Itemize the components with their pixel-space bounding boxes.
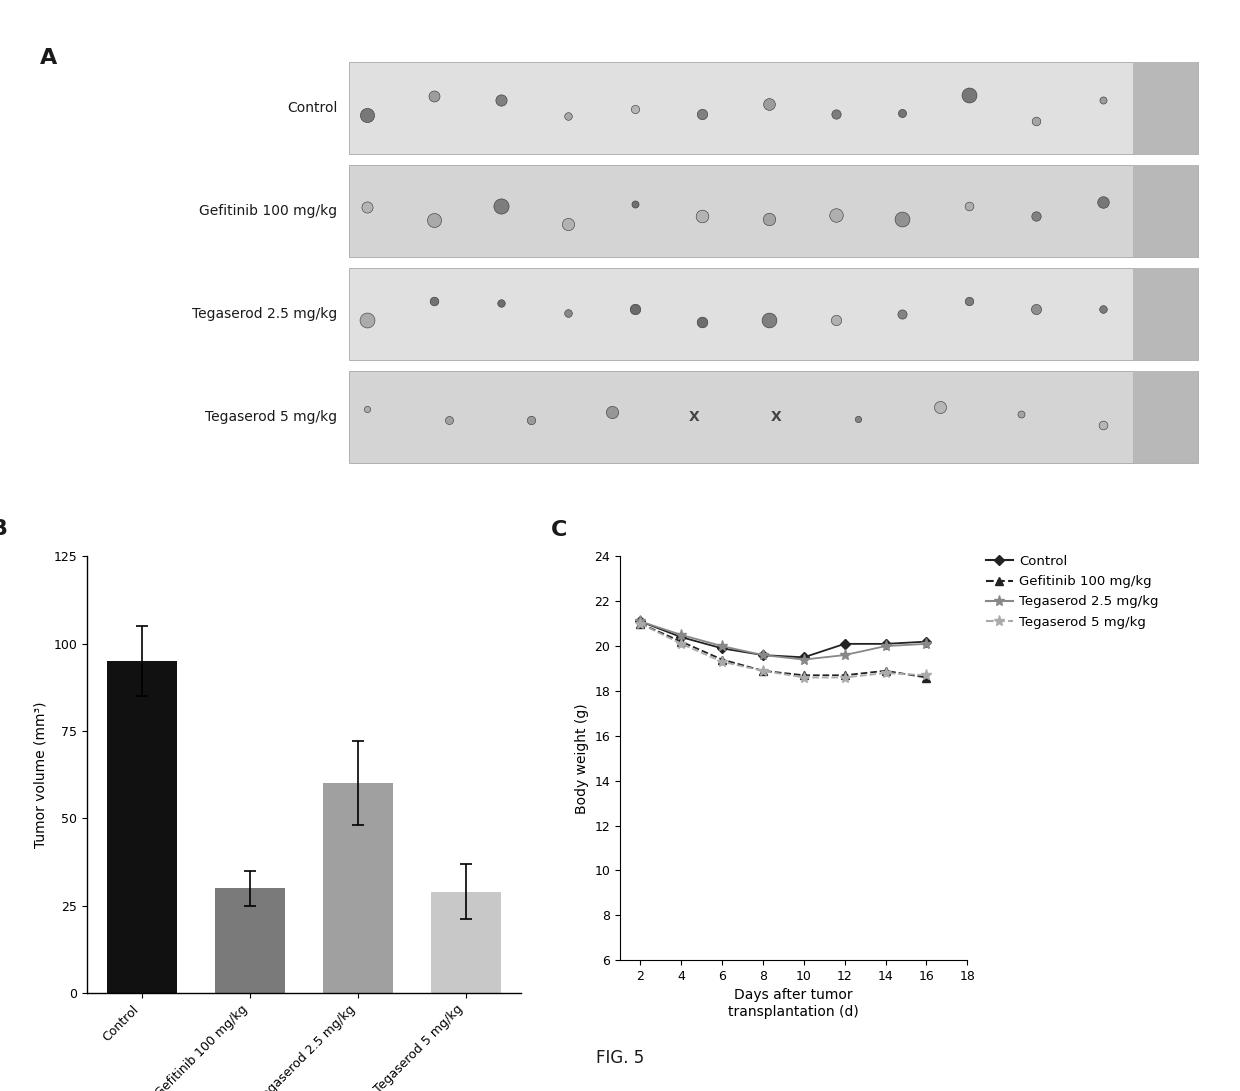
Y-axis label: Body weight (g): Body weight (g) (575, 703, 589, 814)
Gefitinib 100 mg/kg (837, 669, 852, 682)
Tegaserod 5 mg/kg (919, 669, 934, 682)
Tegaserod 5 mg/kg (755, 664, 770, 678)
Tegaserod 5 mg/kg (796, 671, 811, 684)
Gefitinib 100 mg/kg (878, 664, 893, 678)
Bar (350, 62, 1198, 154)
Text: Control: Control (288, 100, 337, 115)
Tegaserod 2.5 mg/kg (837, 648, 852, 661)
Gefitinib 100 mg/kg (632, 618, 647, 631)
Bar (1133, 268, 1198, 360)
Control (673, 631, 688, 644)
Legend: Control, Gefitinib 100 mg/kg, Tegaserod 2.5 mg/kg, Tegaserod 5 mg/kg: Control, Gefitinib 100 mg/kg, Tegaserod … (986, 555, 1158, 628)
Control (632, 615, 647, 628)
Line: Tegaserod 2.5 mg/kg: Tegaserod 2.5 mg/kg (635, 616, 932, 666)
Bar (350, 371, 1198, 463)
Bar (322, 783, 393, 993)
Tegaserod 2.5 mg/kg (878, 639, 893, 652)
Tegaserod 2.5 mg/kg (755, 648, 770, 661)
Control (796, 650, 811, 663)
Y-axis label: Tumor volume (mm³): Tumor volume (mm³) (33, 702, 47, 848)
Gefitinib 100 mg/kg (714, 654, 729, 667)
Line: Tegaserod 5 mg/kg: Tegaserod 5 mg/kg (635, 619, 932, 683)
Tegaserod 2.5 mg/kg (673, 628, 688, 642)
Control (919, 635, 934, 648)
Tegaserod 5 mg/kg (632, 618, 647, 631)
Text: B: B (0, 519, 9, 539)
Tegaserod 2.5 mg/kg (632, 615, 647, 628)
Control (714, 642, 729, 655)
Tegaserod 2.5 mg/kg (919, 637, 934, 650)
Control (878, 637, 893, 650)
Bar (1133, 62, 1198, 154)
Bar (107, 661, 177, 993)
Tegaserod 5 mg/kg (878, 667, 893, 680)
Tegaserod 5 mg/kg (837, 671, 852, 684)
Text: Gefitinib 100 mg/kg: Gefitinib 100 mg/kg (200, 204, 337, 218)
Text: C: C (551, 520, 567, 540)
Text: Tegaserod 2.5 mg/kg: Tegaserod 2.5 mg/kg (192, 307, 337, 321)
Tegaserod 2.5 mg/kg (796, 654, 811, 667)
Bar (1133, 165, 1198, 256)
Text: FIG. 5: FIG. 5 (596, 1050, 644, 1067)
Line: Control: Control (637, 618, 930, 661)
X-axis label: Days after tumor
transplantation (d): Days after tumor transplantation (d) (728, 988, 859, 1019)
Bar (215, 888, 285, 993)
Gefitinib 100 mg/kg (755, 664, 770, 678)
Gefitinib 100 mg/kg (673, 635, 688, 648)
Gefitinib 100 mg/kg (796, 669, 811, 682)
Text: Tegaserod 5 mg/kg: Tegaserod 5 mg/kg (206, 410, 337, 424)
Bar (430, 891, 501, 993)
Gefitinib 100 mg/kg (919, 671, 934, 684)
Bar (1133, 371, 1198, 463)
Line: Gefitinib 100 mg/kg: Gefitinib 100 mg/kg (636, 620, 930, 682)
Tegaserod 5 mg/kg (714, 656, 729, 669)
Bar (350, 268, 1198, 360)
Text: X: X (689, 410, 699, 424)
Text: A: A (40, 48, 57, 69)
Control (755, 648, 770, 661)
Text: X: X (771, 410, 781, 424)
Bar (350, 165, 1198, 256)
Tegaserod 2.5 mg/kg (714, 639, 729, 652)
Control (837, 637, 852, 650)
Tegaserod 5 mg/kg (673, 637, 688, 650)
